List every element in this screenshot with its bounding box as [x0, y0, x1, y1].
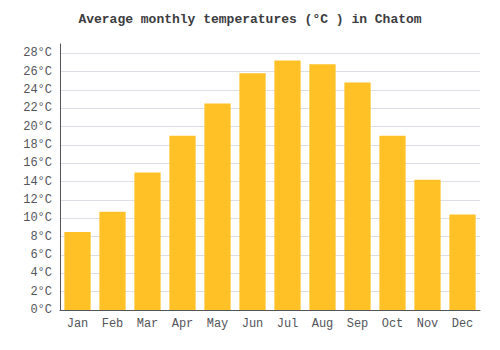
svg-text:Mar: Mar [137, 317, 159, 331]
svg-text:24°C: 24°C [23, 83, 52, 97]
svg-text:Average monthly temperatures (: Average monthly temperatures (°C ) in Ch… [78, 12, 421, 27]
svg-text:Jul: Jul [277, 317, 299, 331]
svg-text:8°C: 8°C [30, 230, 52, 244]
svg-text:0°C: 0°C [30, 303, 52, 317]
svg-text:Aug: Aug [312, 317, 334, 331]
svg-text:Apr: Apr [172, 317, 194, 331]
svg-text:20°C: 20°C [23, 120, 52, 134]
svg-text:Dec: Dec [452, 317, 474, 331]
svg-text:Jun: Jun [242, 317, 264, 331]
svg-text:12°C: 12°C [23, 193, 52, 207]
svg-text:Jan: Jan [67, 317, 89, 331]
svg-text:18°C: 18°C [23, 138, 52, 152]
svg-text:26°C: 26°C [23, 65, 52, 79]
svg-text:14°C: 14°C [23, 175, 52, 189]
svg-text:10°C: 10°C [23, 211, 52, 225]
svg-text:16°C: 16°C [23, 156, 52, 170]
svg-text:Sep: Sep [347, 317, 369, 331]
svg-text:4°C: 4°C [30, 266, 52, 280]
svg-text:May: May [207, 317, 229, 331]
svg-text:Feb: Feb [102, 317, 124, 331]
svg-text:Oct: Oct [382, 317, 404, 331]
svg-text:2°C: 2°C [30, 285, 52, 299]
svg-text:Nov: Nov [417, 317, 439, 331]
svg-text:28°C: 28°C [23, 46, 52, 60]
svg-text:6°C: 6°C [30, 248, 52, 262]
svg-text:22°C: 22°C [23, 101, 52, 115]
